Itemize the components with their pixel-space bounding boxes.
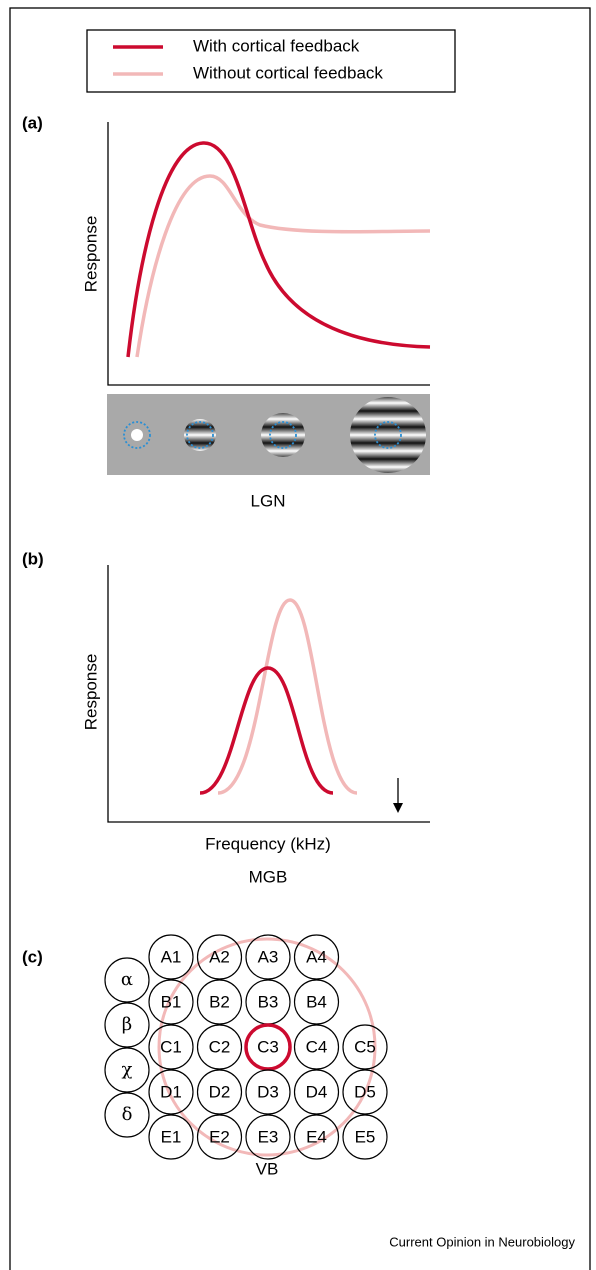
legend-label: Without cortical feedback <box>193 63 383 82</box>
greek-label: δ <box>122 1104 133 1125</box>
frame <box>9 7 591 1270</box>
cell <box>245 934 291 980</box>
cell <box>148 1024 194 1070</box>
panel-label: (a) <box>22 113 43 132</box>
cell-label: D3 <box>257 1082 279 1101</box>
cortical-field <box>157 937 377 1157</box>
cell <box>293 979 340 1025</box>
cell-label: D5 <box>354 1082 376 1101</box>
cell <box>244 1023 292 1071</box>
cell <box>148 934 194 980</box>
cell <box>245 1069 291 1115</box>
cell <box>148 979 194 1025</box>
axes <box>107 122 430 386</box>
cell <box>196 934 243 980</box>
cell <box>196 1024 243 1070</box>
legend-box <box>86 29 456 93</box>
cell-label: D2 <box>209 1082 231 1101</box>
cell-label: E2 <box>209 1127 230 1146</box>
cell-label: C5 <box>354 1037 376 1056</box>
cell <box>342 1069 388 1115</box>
arrow-head <box>393 803 403 813</box>
cell-label: E3 <box>258 1127 279 1146</box>
receptive-field <box>374 421 402 449</box>
curve-without <box>135 174 431 358</box>
cell-label: C1 <box>160 1037 182 1056</box>
cell <box>196 1114 243 1160</box>
cell <box>245 1114 291 1160</box>
cell-label: D1 <box>160 1082 182 1101</box>
cell <box>342 1024 388 1070</box>
greek-cell <box>104 1092 150 1138</box>
stimulus <box>131 429 143 441</box>
greek-cell <box>104 1002 150 1048</box>
cell-label: E4 <box>306 1127 327 1146</box>
curve-without <box>217 598 358 795</box>
cell-label: B3 <box>258 992 279 1011</box>
cell-label: B2 <box>209 992 230 1011</box>
cell <box>293 934 340 980</box>
cell-label: C4 <box>306 1037 328 1056</box>
panel-label: (b) <box>22 549 44 568</box>
cell-label: A4 <box>306 947 327 966</box>
curve-with <box>126 141 431 358</box>
cell-label: E5 <box>355 1127 376 1146</box>
cell <box>342 1114 388 1160</box>
cell <box>293 1114 340 1160</box>
cell-label: A3 <box>258 947 279 966</box>
panel-label: (c) <box>22 947 43 966</box>
stimulus <box>261 413 305 457</box>
greek-label: χ <box>122 1059 133 1080</box>
y-axis-label: Response <box>81 216 100 293</box>
cell-label: B4 <box>306 992 327 1011</box>
caption: LGN <box>251 491 286 510</box>
cell-label: C3 <box>257 1037 279 1056</box>
cell <box>196 1069 243 1115</box>
cell <box>148 1114 194 1160</box>
greek-label: β <box>122 1014 132 1035</box>
cell <box>293 1024 340 1070</box>
axes <box>107 565 430 823</box>
footer: Current Opinion in Neurobiology <box>389 1234 575 1249</box>
caption: MGB <box>249 867 288 886</box>
cell <box>293 1069 340 1115</box>
stimulus <box>184 419 216 451</box>
cell-label: B1 <box>161 992 182 1011</box>
receptive-field <box>123 421 151 449</box>
receptive-field <box>186 421 214 449</box>
cell <box>148 1069 194 1115</box>
x-axis-label: Frequency (kHz) <box>205 834 331 853</box>
cell-label: A2 <box>209 947 230 966</box>
cell-label: D4 <box>306 1082 328 1101</box>
greek-label: α <box>121 969 133 990</box>
caption: VB <box>256 1159 279 1178</box>
curve-with <box>199 666 334 795</box>
stimulus <box>350 397 426 473</box>
legend-label: With cortical feedback <box>193 36 360 55</box>
cell-label: C2 <box>209 1037 231 1056</box>
greek-cell <box>104 1047 150 1093</box>
cell-label: E1 <box>161 1127 182 1146</box>
greek-cell <box>104 957 150 1003</box>
cell-label: A1 <box>161 947 182 966</box>
cell <box>196 979 243 1025</box>
y-axis-label: Response <box>81 654 100 731</box>
receptive-field <box>269 421 297 449</box>
